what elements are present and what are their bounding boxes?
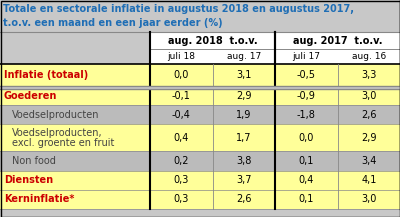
Text: 3,1: 3,1: [236, 70, 252, 80]
Bar: [0, 32, 150, 64]
Text: Non food: Non food: [12, 156, 56, 166]
Bar: [275, 32, 400, 49]
Bar: [150, 64, 400, 86]
Bar: [0, 86, 150, 105]
Text: Diensten: Diensten: [4, 175, 53, 185]
Bar: [0, 171, 150, 190]
Text: 0,2: 0,2: [174, 156, 189, 166]
Text: 3,8: 3,8: [236, 156, 252, 166]
Text: 2,6: 2,6: [236, 194, 252, 204]
Text: 2,6: 2,6: [361, 110, 376, 120]
Text: Goederen: Goederen: [4, 91, 57, 101]
Bar: [150, 190, 400, 209]
Text: 0,1: 0,1: [298, 156, 314, 166]
Text: 0,4: 0,4: [298, 175, 314, 185]
Bar: [0, 64, 150, 86]
Text: aug. 17: aug. 17: [227, 52, 261, 61]
Text: 4,1: 4,1: [361, 175, 376, 185]
Text: Kerninflatie*: Kerninflatie*: [4, 194, 74, 204]
Text: 2,9: 2,9: [361, 133, 376, 143]
Text: 0,1: 0,1: [298, 194, 314, 204]
Text: aug. 2017  t.o.v.: aug. 2017 t.o.v.: [293, 36, 382, 46]
Text: t.o.v. een maand en een jaar eerder (%): t.o.v. een maand en een jaar eerder (%): [3, 18, 223, 28]
Bar: [0, 0, 400, 32]
Bar: [0, 190, 150, 209]
Text: 0,0: 0,0: [298, 133, 314, 143]
Text: -1,8: -1,8: [297, 110, 316, 120]
Bar: [150, 49, 275, 64]
Bar: [0, 151, 150, 171]
Text: aug. 16: aug. 16: [352, 52, 386, 61]
Text: 0,3: 0,3: [174, 194, 189, 204]
Text: 3,4: 3,4: [361, 156, 376, 166]
Text: Totale en sectorale inflatie in augustus 2018 en augustus 2017,: Totale en sectorale inflatie in augustus…: [3, 4, 354, 14]
Text: 2,9: 2,9: [236, 91, 252, 101]
Text: Voedselproducten,: Voedselproducten,: [12, 128, 103, 138]
Text: 3,7: 3,7: [236, 175, 252, 185]
Text: aug. 2018  t.o.v.: aug. 2018 t.o.v.: [168, 36, 257, 46]
Text: excl. groente en fruit: excl. groente en fruit: [12, 138, 114, 148]
Text: juli 17: juli 17: [292, 52, 320, 61]
Text: -0,4: -0,4: [172, 110, 191, 120]
Bar: [0, 124, 150, 151]
Text: 3,0: 3,0: [361, 194, 376, 204]
Bar: [150, 124, 400, 151]
Bar: [275, 49, 400, 64]
Bar: [150, 32, 275, 49]
Bar: [0, 124, 150, 151]
Text: -0,5: -0,5: [297, 70, 316, 80]
Bar: [0, 64, 150, 86]
Text: Inflatie (totaal): Inflatie (totaal): [4, 70, 88, 80]
Bar: [0, 86, 150, 105]
Text: 0,3: 0,3: [174, 175, 189, 185]
Bar: [0, 190, 150, 209]
Text: -0,9: -0,9: [297, 91, 316, 101]
Bar: [150, 105, 400, 124]
Text: juli 18: juli 18: [167, 52, 195, 61]
Bar: [0, 105, 150, 124]
Bar: [0, 86, 400, 89]
Text: Voedselproducten: Voedselproducten: [12, 110, 100, 120]
Text: -0,1: -0,1: [172, 91, 191, 101]
Text: 3,3: 3,3: [361, 70, 376, 80]
Bar: [150, 151, 400, 171]
Text: 1,7: 1,7: [236, 133, 252, 143]
Text: 0,4: 0,4: [174, 133, 189, 143]
Text: 0,0: 0,0: [174, 70, 189, 80]
Bar: [0, 151, 150, 171]
Bar: [150, 171, 400, 190]
Text: 3,0: 3,0: [361, 91, 376, 101]
Bar: [0, 171, 150, 190]
Text: 1,9: 1,9: [236, 110, 252, 120]
Bar: [0, 105, 150, 124]
Bar: [150, 86, 400, 105]
